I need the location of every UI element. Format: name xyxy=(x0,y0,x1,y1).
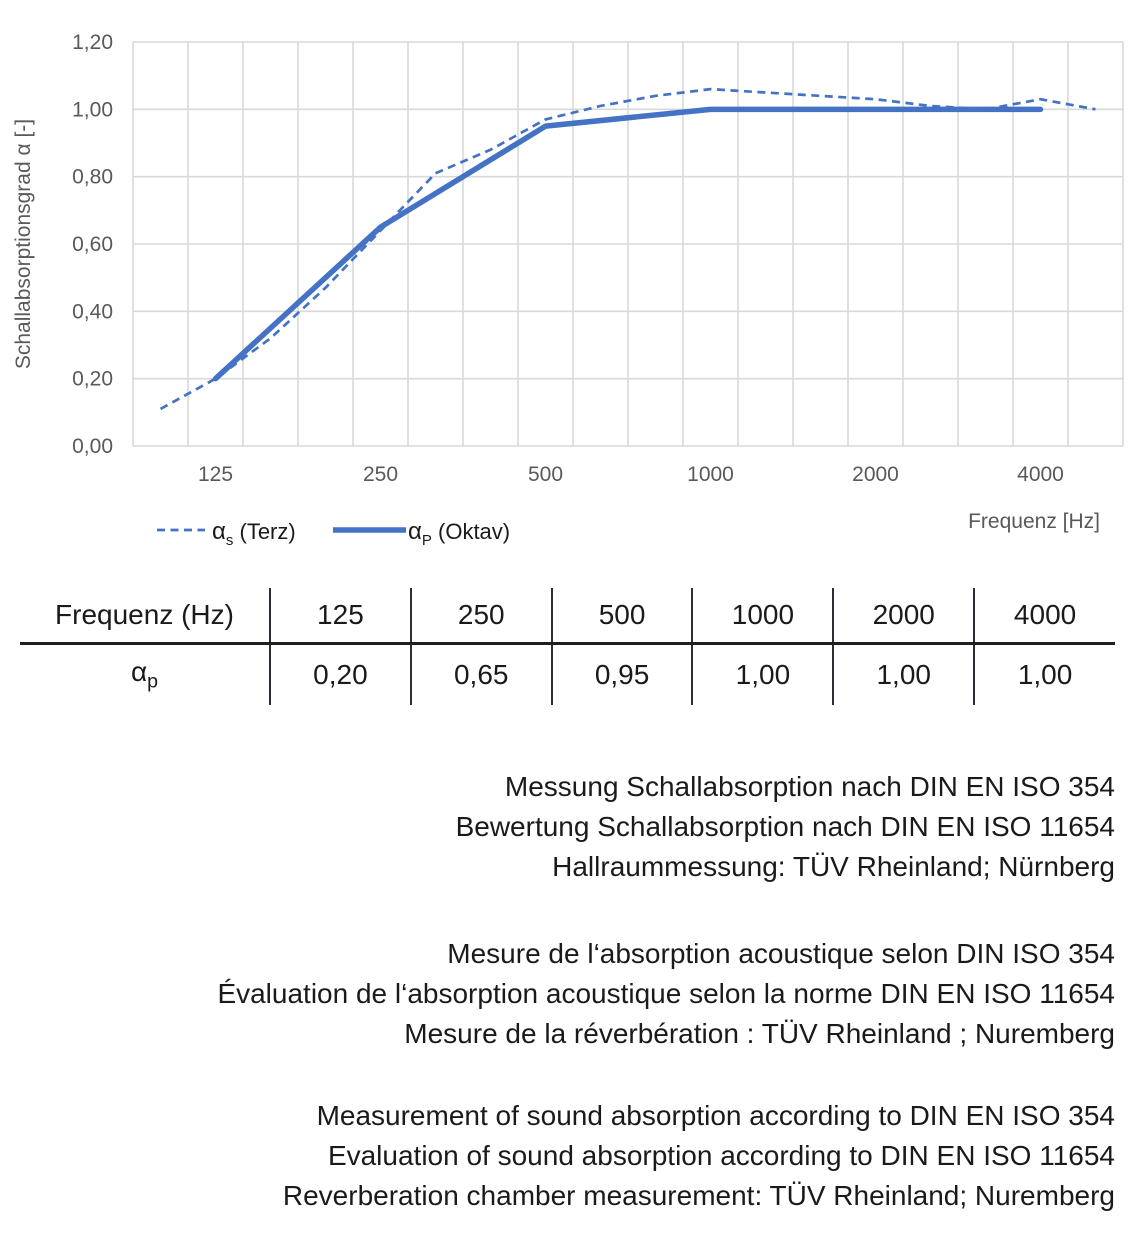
table-value-cell: 1,00 xyxy=(691,643,834,705)
table-header-label: Frequenz (Hz) xyxy=(20,588,270,645)
note-line: Bewertung Schallabsorption nach DIN EN I… xyxy=(455,810,1115,842)
series-terz-line xyxy=(159,87,1096,411)
table-value-cell: 1,00 xyxy=(973,643,1115,705)
note-line: Evaluation of sound absorption according… xyxy=(327,1139,1115,1171)
absorption-chart-svg: 0,00 0,20 0,40 0,60 0,80 1,00 1,20 125 250 500 100… xyxy=(12,31,1124,549)
note-english: Measurement of sound absorption accordin… xyxy=(0,1096,1135,1242)
note-german: Messung Schallabsorption nach DIN EN ISO… xyxy=(0,767,1135,887)
y-axis-tick-label: 0,40 xyxy=(72,300,113,323)
table-header-cell: 500 xyxy=(550,588,693,645)
note-line: Measurement of sound absorption accordin… xyxy=(316,1099,1115,1131)
x-axis-tick-label: 500 xyxy=(528,463,563,486)
y-axis-tick-label: 1,00 xyxy=(72,98,113,121)
x-axis-tick-label: 125 xyxy=(198,463,233,486)
x-axis-tick-label: 250 xyxy=(363,463,398,486)
note-line: Hallraummessung: TÜV Rheinland; Nürnberg xyxy=(552,850,1115,882)
x-axis-tick-label: 2000 xyxy=(852,463,899,486)
absorption-table: Frequenz (Hz) 125 250 500 1000 2000 4000… xyxy=(20,588,1115,705)
table-header-cell: 4000 xyxy=(973,588,1115,645)
absorption-chart: 0,00 0,20 0,40 0,60 0,80 1,00 1,20 125 250 500 100… xyxy=(0,0,1135,560)
note-line: Messung Schallabsorption nach DIN EN ISO… xyxy=(504,770,1115,802)
y-axis-tick-label: 0,60 xyxy=(72,233,113,256)
note-line: Reverberation chamber measurement: TÜV R… xyxy=(282,1179,1115,1211)
y-axis-tick-label: 0,20 xyxy=(72,368,113,391)
legend-label: αs (Terz) xyxy=(212,518,296,549)
table-value-cell: 1,00 xyxy=(832,643,975,705)
table-header-row: Frequenz (Hz) 125 250 500 1000 2000 4000 xyxy=(20,588,1115,645)
y-axis-tick-label: 1,20 xyxy=(72,31,113,54)
legend-label: αP (Oktav) xyxy=(408,518,510,549)
note-line: Évaluation de l‘absorption acoustique se… xyxy=(217,977,1115,1009)
table-header-cell: 1000 xyxy=(691,588,834,645)
x-axis-tick-label: 1000 xyxy=(687,463,734,486)
table-value-cell: 0,95 xyxy=(550,643,693,705)
table-value-row: αp 0,20 0,65 0,95 1,00 1,00 1,00 xyxy=(20,643,1115,705)
series-oktav-line xyxy=(212,106,1044,382)
note-french: Mesure de l‘absorption acoustique selon … xyxy=(0,934,1135,1054)
note-line: Mesure de l‘absorption acoustique selon … xyxy=(447,937,1115,969)
chart-grid xyxy=(132,41,1124,447)
alpha-subscript: p xyxy=(147,670,159,693)
note-line: Mesure de la réverbération : TÜV Rheinla… xyxy=(404,1017,1115,1049)
table-header-cell: 2000 xyxy=(832,588,975,645)
table-row-label: αp xyxy=(20,644,270,705)
table-header-cell: 125 xyxy=(269,588,411,645)
y-axis-tick-label: 0,00 xyxy=(72,435,113,458)
y-axis-tick-label: 0,80 xyxy=(72,166,113,189)
table-value-cell: 0,65 xyxy=(409,643,552,705)
table-value-cell: 0,20 xyxy=(269,643,411,705)
x-axis-title: Frequenz [Hz] xyxy=(968,510,1100,533)
y-axis-title: Schallabsorptionsgrad α [-] xyxy=(12,119,35,369)
table-header-cell: 250 xyxy=(409,588,552,645)
alpha-symbol: α xyxy=(130,656,148,687)
x-axis-tick-label: 4000 xyxy=(1017,463,1064,486)
